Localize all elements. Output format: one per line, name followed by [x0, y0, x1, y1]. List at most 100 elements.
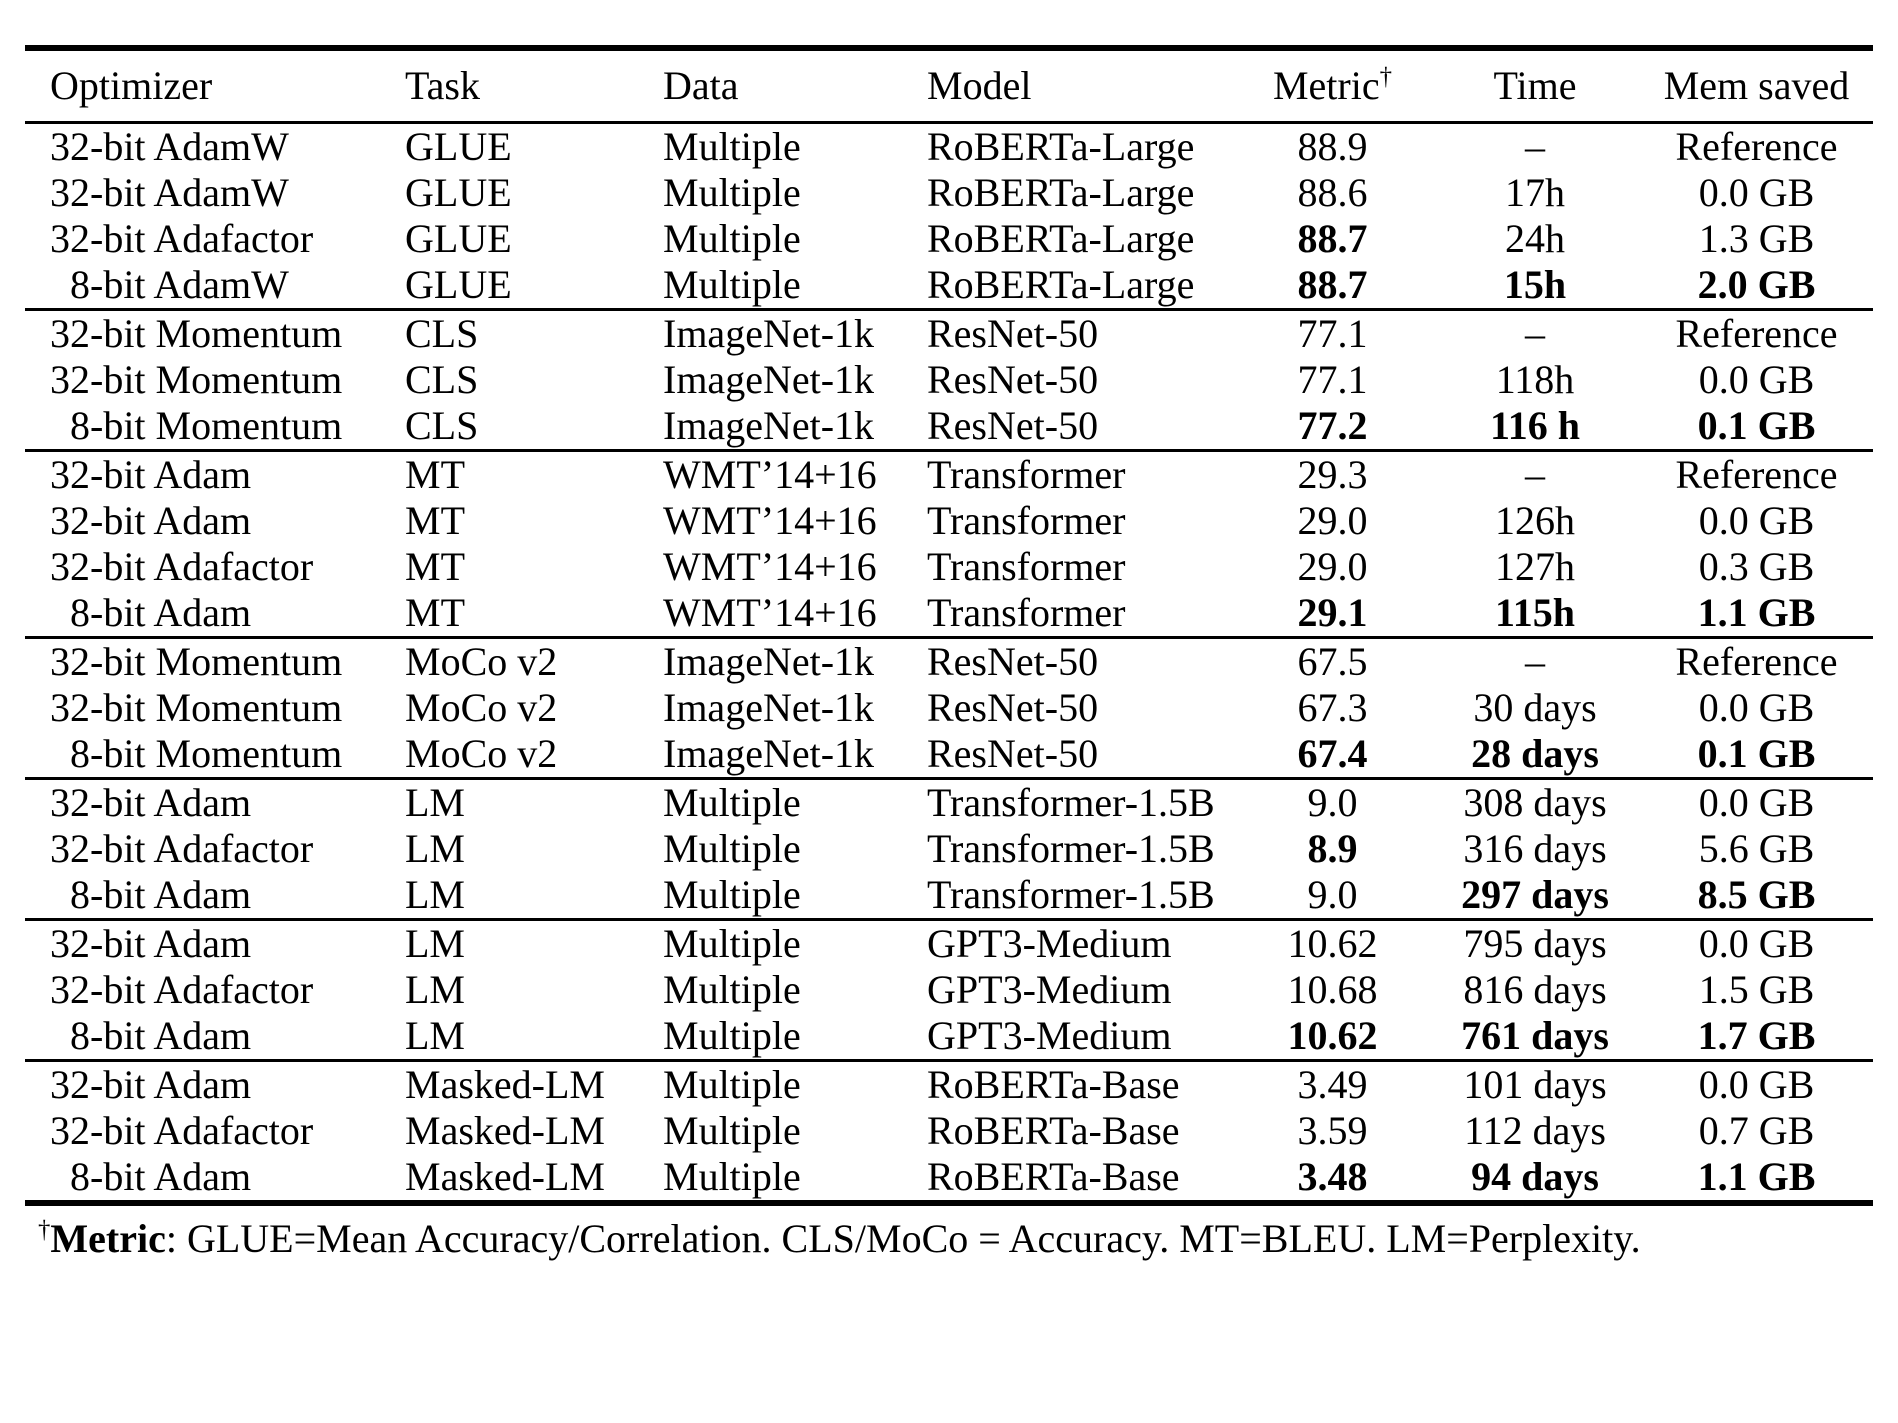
cell-model: ResNet-50 — [927, 357, 1099, 402]
cell-data: ImageNet-1k — [640, 636, 905, 685]
table-header: Optimizer Task Data Model Metric† Time M… — [25, 48, 1873, 124]
cell-metric: 88.7 — [1297, 216, 1368, 261]
header-task-label: Task — [405, 63, 480, 108]
table-footnote: †Metric: GLUE=Mean Accuracy/Correlation.… — [38, 1215, 1898, 1263]
cell-time: 795 days — [1430, 918, 1640, 967]
table-row: 32-bit Momentum MoCo v2 ImageNet-1k ResNet-… — [25, 636, 1873, 685]
footnote-text: : GLUE=Mean Accuracy/Correlation. CLS/Mo… — [165, 1216, 1641, 1261]
cell-mem-saved: 0.1 GB — [1697, 403, 1816, 448]
table-row: 32-bit Adam LM Multiple Transformer-1.5B 9.0… — [25, 777, 1873, 826]
cell-optimizer: 32-bit Momentum — [25, 308, 380, 357]
cell-data: Multiple — [663, 262, 801, 307]
cell-metric: 77.2 — [1297, 403, 1368, 448]
cell-mem-saved: Reference — [1640, 308, 1873, 357]
cell-optimizer: 8-bit Adam — [70, 1013, 252, 1058]
cell-time: 316 days — [1463, 826, 1607, 871]
cell-mem-saved: 1.1 GB — [1697, 1154, 1816, 1199]
header-row: Optimizer Task Data Model Metric† Time M… — [25, 48, 1873, 124]
table-row: 8-bit Momentum CLS ImageNet-1k ResNet-50 77.… — [25, 403, 1873, 451]
cell-mem-saved: 0.0 GB — [1698, 498, 1815, 543]
cell-time: 115h — [1494, 590, 1576, 635]
cell-data: ImageNet-1k — [663, 357, 875, 402]
cell-mem-saved: 1.1 GB — [1697, 590, 1816, 635]
table-row: 8-bit AdamW GLUE Multiple RoBERTa-Large 88.7… — [25, 262, 1873, 310]
cell-metric: 88.9 — [1297, 124, 1368, 169]
cell-task: GLUE — [405, 216, 512, 261]
cell-metric: 10.62 — [1235, 918, 1430, 967]
cell-task: GLUE — [405, 262, 512, 307]
header-mem-saved-label: Mem saved — [1663, 63, 1850, 108]
cell-optimizer: 32-bit Adafactor — [50, 967, 314, 1012]
cell-task: LM — [380, 918, 640, 967]
cell-metric: 29.0 — [1297, 498, 1368, 543]
cell-mem-saved: 2.0 GB — [1697, 262, 1816, 307]
cell-time: 116 h — [1489, 403, 1581, 448]
cell-optimizer: 8-bit Adam — [70, 872, 252, 917]
cell-metric: 3.48 — [1297, 1154, 1368, 1199]
dagger-icon: † — [38, 1216, 51, 1244]
cell-optimizer: 32-bit Momentum — [50, 357, 343, 402]
cell-task: GLUE — [405, 124, 512, 169]
cell-time: – — [1430, 636, 1640, 685]
cell-time: – — [1430, 308, 1640, 357]
cell-optimizer: 32-bit Adam — [25, 1059, 380, 1108]
cell-data: Multiple — [663, 124, 801, 169]
cell-data: WMT’14+16 — [663, 544, 877, 589]
table-row: 32-bit Adam LM Multiple GPT3-Medium 10.62 795… — [25, 918, 1873, 967]
cell-mem-saved: 0.7 GB — [1698, 1108, 1815, 1153]
cell-time: 761 days — [1461, 1013, 1609, 1058]
cell-mem-saved: 1.5 GB — [1698, 967, 1815, 1012]
cell-time: 94 days — [1471, 1154, 1599, 1199]
cell-metric: 88.6 — [1297, 170, 1368, 215]
header-time: Time — [1430, 48, 1640, 124]
cell-optimizer: 32-bit Adam — [25, 777, 380, 826]
cell-mem-saved: Reference — [1640, 449, 1873, 498]
table-row: 32-bit AdamW GLUE Multiple RoBERTa-Large 88.… — [25, 123, 1873, 171]
cell-task: MoCo v2 — [405, 731, 558, 776]
cell-task: LM — [405, 1013, 465, 1058]
cell-metric: 77.1 — [1297, 357, 1368, 402]
cell-data: ImageNet-1k — [663, 731, 875, 776]
table-row: 32-bit Adafactor LM Multiple Transformer-1.… — [25, 826, 1873, 872]
optimizer-results-table: Optimizer Task Data Model Metric† Time M… — [25, 45, 1873, 1206]
cell-mem-saved: 0.3 GB — [1698, 544, 1815, 589]
table-row: 32-bit Adam Masked-LM Multiple RoBERTa-Base… — [25, 1059, 1873, 1108]
cell-model: Transformer — [927, 498, 1126, 543]
cell-data: Multiple — [663, 1108, 801, 1153]
header-metric: Metric† — [1235, 48, 1430, 124]
cell-data: Multiple — [640, 777, 905, 826]
cell-model: RoBERTa-Base — [927, 1108, 1180, 1153]
cell-mem-saved: 0.0 GB — [1698, 170, 1815, 215]
cell-optimizer: 8-bit AdamW — [70, 262, 289, 307]
cell-optimizer: 32-bit Adam — [25, 918, 380, 967]
cell-time: 118h — [1495, 357, 1575, 402]
cell-optimizer: 32-bit Adam — [25, 449, 380, 498]
cell-data: ImageNet-1k — [663, 685, 875, 730]
cell-metric: 88.7 — [1297, 262, 1368, 307]
cell-task: MT — [405, 590, 465, 635]
cell-time: 15h — [1503, 262, 1567, 307]
cell-metric: 10.68 — [1287, 967, 1378, 1012]
footnote-metric-label: Metric — [50, 1216, 166, 1261]
cell-model: ResNet-50 — [905, 636, 1235, 685]
cell-data: Multiple — [640, 918, 905, 967]
cell-mem-saved: 8.5 GB — [1697, 872, 1816, 917]
cell-mem-saved: 0.0 GB — [1698, 357, 1815, 402]
table-row: 8-bit Adam MT WMT’14+16 Transformer 29.1 115h… — [25, 590, 1873, 638]
table-row: 32-bit AdamW GLUE Multiple RoBERTa-Large 88.… — [25, 170, 1873, 216]
cell-data: Multiple — [663, 1154, 801, 1199]
cell-task: CLS — [380, 308, 640, 357]
cell-model: Transformer — [927, 544, 1126, 589]
cell-model: ResNet-50 — [927, 685, 1099, 730]
cell-optimizer: 8-bit Momentum — [70, 731, 343, 776]
cell-task: CLS — [405, 357, 479, 402]
cell-model: Transformer — [927, 590, 1126, 635]
cell-model: RoBERTa-Base — [927, 1154, 1180, 1199]
cell-task: GLUE — [405, 170, 512, 215]
cell-data: Multiple — [663, 967, 801, 1012]
cell-optimizer: 32-bit Momentum — [50, 685, 343, 730]
cell-time: 30 days — [1473, 685, 1597, 730]
cell-metric: 67.3 — [1297, 685, 1368, 730]
cell-model: RoBERTa-Large — [927, 170, 1195, 215]
cell-data: Multiple — [663, 826, 801, 871]
